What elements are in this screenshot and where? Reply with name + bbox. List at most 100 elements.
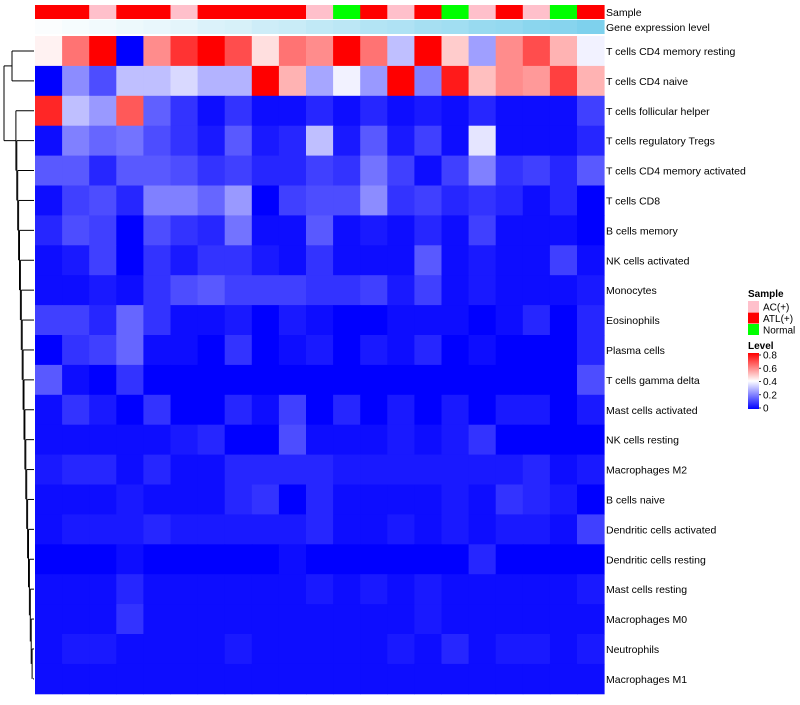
heatmap-cell [116,574,144,605]
heatmap-cell [306,335,334,366]
heatmap-cell [495,275,524,306]
heatmap-cell [251,65,280,97]
heatmap-cell [549,634,578,665]
heatmap-cell [306,514,334,545]
row-label: Dendritic cells activated [606,524,716,536]
heatmap-cell [62,454,90,485]
heatmap-cell [224,215,253,246]
expression-cell [441,20,470,34]
heatmap-cell [522,574,551,605]
heatmap-cell [522,36,551,67]
heatmap-cell [116,125,144,157]
heatmap-cell [387,275,415,306]
sample-legend-swatch [748,324,759,335]
heatmap-cell [170,544,199,575]
heatmap-cell [468,544,497,575]
heatmap-cell [495,394,524,426]
heatmap-cell [333,185,361,216]
heatmap-cell [116,394,144,426]
heatmap-cell [306,125,334,157]
heatmap-cell [170,663,199,695]
heatmap-cell [549,424,578,456]
heatmap-cell [62,245,90,276]
heatmap-cell [35,305,63,336]
heatmap-cell [62,275,90,306]
heatmap-cell [360,36,388,67]
heatmap-cell [251,155,280,186]
heatmap-cell [278,364,307,396]
row-label: T cells CD8 [606,195,660,207]
heatmap-cell [414,95,442,127]
row-label: Mast cells activated [606,405,698,417]
heatmap-cell [441,484,470,515]
heatmap-cell [62,335,90,366]
heatmap-cell [360,364,388,396]
heatmap-cell [522,484,551,515]
heatmap-cell [224,305,253,336]
heatmap-cell [170,215,199,246]
expression-track-label: Gene expression level [606,22,710,34]
heatmap-cell [116,95,144,127]
heatmap-cell [441,335,470,366]
heatmap-cell [143,155,171,186]
heatmap-cell [116,364,144,396]
sample-cell [414,5,442,19]
heatmap-cell [577,245,605,276]
heatmap-cell [197,604,226,635]
expression-cell [224,20,253,34]
heatmap-cell [441,65,470,97]
heatmap-cell [495,245,524,276]
heatmap-cell [224,484,253,515]
row-label: Macrophages M2 [606,465,687,477]
expression-annotation-track [35,20,605,34]
heatmap-cell [468,663,497,695]
heatmap-cell [522,215,551,246]
heatmap-cell [522,305,551,336]
heatmap-cell [360,305,388,336]
expression-cell [495,20,524,34]
heatmap-cell [278,335,307,366]
heatmap-cell [441,275,470,306]
heatmap-cell [414,574,442,605]
heatmap-cell [414,125,442,157]
heatmap-cell [197,36,226,67]
heatmap-cell [549,275,578,306]
heatmap-cell [495,155,524,186]
heatmap-cell [306,663,334,695]
heatmap-cell [35,514,63,545]
heatmap-cell [441,155,470,186]
heatmap-cell [35,484,63,515]
heatmap-cell [387,65,415,97]
heatmap-cell [143,514,171,545]
row-label: B cells memory [606,225,679,237]
heatmap-cell [387,574,415,605]
heatmap-cell [360,544,388,575]
heatmap-cell [414,454,442,485]
heatmap-cell [143,185,171,216]
heatmap-cell [170,275,199,306]
heatmap-cell [116,275,144,306]
heatmap-cell [278,574,307,605]
sample-cell [495,5,524,19]
row-label: T cells regulatory Tregs [606,136,715,148]
heatmap-cell [89,275,117,306]
expression-cell [333,20,361,34]
heatmap-cell [143,424,171,456]
heatmap-cell [116,604,144,635]
heatmap-cell [170,484,199,515]
heatmap-cell [522,245,551,276]
heatmap-cell [170,335,199,366]
heatmap-cell [62,394,90,426]
heatmap-cell [35,65,63,97]
heatmap-cell [495,36,524,67]
heatmap-cell [224,394,253,426]
heatmap-cell [62,484,90,515]
heatmap-cell [35,634,63,665]
heatmap-cell [35,215,63,246]
heatmap-cell [577,65,605,97]
row-label: T cells CD4 naive [606,76,688,88]
heatmap-cell [577,663,605,695]
heatmap-cell [306,634,334,665]
heatmap-cell [387,604,415,635]
heatmap-cell [441,305,470,336]
